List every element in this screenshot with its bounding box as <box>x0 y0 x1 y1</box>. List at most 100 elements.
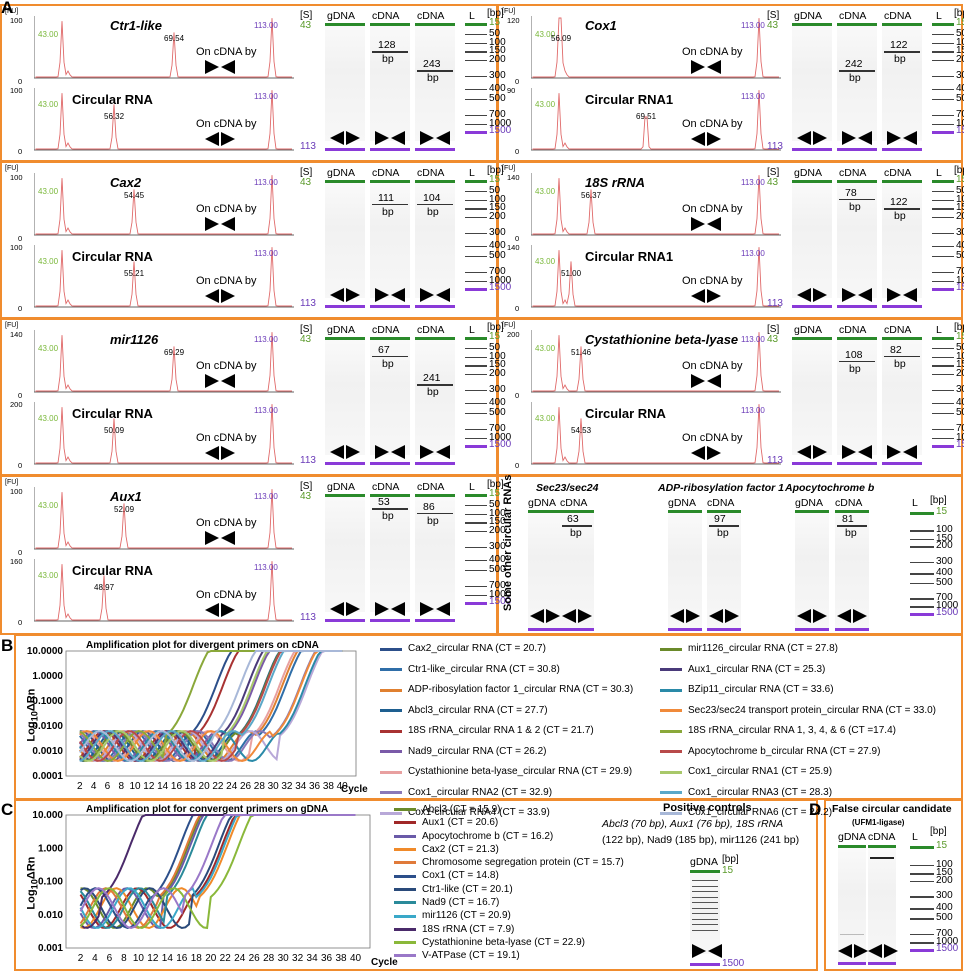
legend-item: Cystathionine beta-lyase_circular RNA (C… <box>380 762 633 783</box>
d-ladder-band-9 <box>910 942 934 944</box>
legend-label: Nad9 (CT = 16.7) <box>422 897 500 909</box>
a2-gel-gdna-label: gDNA <box>327 167 356 179</box>
a5-gel-lane-1-bottom-marker <box>837 462 877 465</box>
a6-gel-ladder-size-3: 150 <box>489 516 506 528</box>
other-gdna-1: gDNA <box>668 497 697 509</box>
legend-swatch <box>380 750 402 754</box>
a6-gel-ladder-size-7: 500 <box>489 563 506 575</box>
a3-gel-lane-1-top-marker <box>837 180 877 183</box>
primer-arrow <box>205 217 219 231</box>
legend-label: ADP-ribosylation factor 1_circular RNA (… <box>408 684 634 695</box>
a3-gel-ladder-size-6: 400 <box>956 239 964 251</box>
a0-peak-low-bot: 43.00 <box>38 100 59 109</box>
legend-swatch <box>394 874 416 878</box>
a4-gel-band-1 <box>417 384 453 386</box>
d-ladder-size-8: 700 <box>936 927 953 939</box>
a5-y0-bot: 0 <box>515 461 520 470</box>
a5-gel-lane-2 <box>882 337 922 455</box>
a6-gel-ladder-band-4 <box>465 530 487 533</box>
a3-gel-ladder-band-2 <box>932 199 954 202</box>
a3-gel-gdna-label: gDNA <box>794 167 823 179</box>
a5-gel-lane-0-top-marker <box>792 337 832 340</box>
a2-cdna-arrows-bot <box>205 289 235 303</box>
primer-arrow <box>670 609 684 623</box>
a1-gel-ladder-band-9 <box>932 123 954 126</box>
a2-electro-top <box>34 173 294 236</box>
other-lane-2-1 <box>835 510 869 628</box>
a3-gel-ladder-label: L <box>936 167 942 179</box>
c-legend: Abcl3 (CT = 15.9) Aux1 (CT = 20.6) Apocyto… <box>394 803 624 963</box>
primer-arrow <box>707 446 721 460</box>
a4-gel-ladder-band-7 <box>465 412 487 415</box>
legend-item: mir1126_circular RNA (CT = 27.8) <box>660 639 936 660</box>
false-circ-sub: (UFM1-ligase) <box>852 818 905 827</box>
a3-gel-ladder-band-9 <box>932 280 954 283</box>
a5-gel-ladder-band-8 <box>932 428 954 431</box>
other-ladder-band-4 <box>910 546 934 548</box>
a5-cdna-arrows-top <box>691 374 721 388</box>
a3-gel-ladder-band-4 <box>932 216 954 219</box>
a5-gel-band-size-1: 82 <box>890 343 902 356</box>
a5-gene: Cystathionine beta-lyase <box>585 332 739 347</box>
other-arrows-1-0 <box>670 609 700 623</box>
a6-peak-low-bot: 43.00 <box>38 571 59 580</box>
a4-gel-lane-1-bottom-marker <box>370 462 410 465</box>
a3-sub: Circular RNA1 <box>585 249 674 264</box>
panel-letter-d: D <box>809 800 822 819</box>
a0-gel-ladder-size-7: 500 <box>489 92 506 104</box>
a3-gel-ladder-size-3: 150 <box>956 202 964 214</box>
a6-y0-bot: 0 <box>18 618 23 627</box>
a6-gel-ladder-size-1: 50 <box>489 498 501 510</box>
other-arrows-0-1 <box>562 609 592 623</box>
a1-peak-low-top: 43.00 <box>535 30 556 39</box>
primer-arrow <box>868 944 882 958</box>
d-ladder-size-9: 1000 <box>936 936 959 947</box>
c-gel-band-9 <box>692 929 718 931</box>
a6-gel-ladder-size-9: 1000 <box>489 588 512 600</box>
primer-arrow <box>420 288 434 302</box>
a4-gel-ladder-label: L <box>469 324 475 336</box>
a1-gel-band-size-1: 122 <box>890 39 908 52</box>
a1-gel-ladder-size-8: 700 <box>956 108 964 120</box>
a4-gel-lane-1 <box>370 337 410 455</box>
a6-gel-cdna-label-1: cDNA <box>372 481 400 493</box>
legend-item: BZip11_circular RNA (CT = 33.6) <box>660 680 936 701</box>
c-gel-top-marker <box>690 870 720 873</box>
a6-gel-ladder-band-10 <box>465 602 487 606</box>
primer-arrow <box>707 60 721 74</box>
legend-label: Cystathionine beta-lyase (CT = 22.9) <box>422 936 585 948</box>
a3-gel-lane-2-top-marker <box>882 180 922 183</box>
c-gel-arrows <box>692 944 722 958</box>
a5-fu: [FU] <box>502 322 516 329</box>
a0-gel-arrows-gdna <box>330 131 360 145</box>
a5-gel-ladder-band-3 <box>932 365 954 367</box>
a0-peak-high-top: 113.00 <box>254 21 278 30</box>
legend-item: Cax2_circular RNA (CT = 20.7) <box>380 639 633 660</box>
other-ladder-size-6: 400 <box>936 567 953 579</box>
legend-label: Apocytochrome b_circular RNA (CT = 27.9) <box>688 745 881 757</box>
primer-arrow <box>884 944 898 958</box>
other-ladder-size-9: 1000 <box>936 600 959 612</box>
a2-gel-ladder-size-2: 100 <box>489 193 506 205</box>
other-ladder-band-6 <box>910 573 934 575</box>
a0-gel-ladder-size-4: 200 <box>489 53 506 65</box>
a2-gel-lane-1-bottom-marker <box>370 305 410 308</box>
legend-item: 18S rRNA_circular RNA 1, 3, 4, & 6 (CT =… <box>660 721 936 742</box>
a3-gel-band-size-1: 122 <box>890 196 908 209</box>
c-gel-band-8 <box>692 924 718 926</box>
a1-gel-ladder-band-6 <box>932 88 954 91</box>
a2-gel-lane-2 <box>415 180 455 298</box>
other-lane-top-2-0 <box>795 510 829 513</box>
a3-gel-lane-1-bottom-marker <box>837 305 877 308</box>
a0-gel-ladder-size-2: 100 <box>489 36 506 48</box>
a1-gel-band-bp-0: bp <box>849 72 861 85</box>
legend-label: Abcl3 (CT = 15.9) <box>422 804 501 815</box>
a2-gel-cdna-label-1: cDNA <box>372 167 400 179</box>
a2-gel-lane-0-bottom-marker <box>325 305 365 308</box>
primer-arrow <box>838 944 852 958</box>
a3-gel-ladder-size-1: 50 <box>956 184 964 196</box>
primer-arrow <box>221 289 235 303</box>
a4-ymax-bot: 200 <box>10 400 23 409</box>
a0-gel-gdna-label: gDNA <box>327 10 356 22</box>
c-gel-band-4 <box>692 902 718 904</box>
